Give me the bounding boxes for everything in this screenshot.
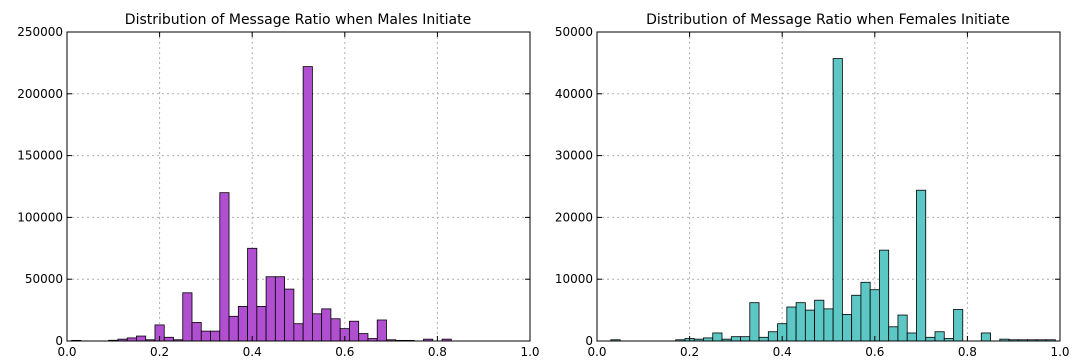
females-initiate-histogram: Distribution of Message Ratio when Femal… — [555, 12, 1070, 359]
histogram-bar — [256, 305, 267, 342]
males-initiate-histogram: Distribution of Message Ratio when Males… — [17, 12, 539, 359]
x-tick-label: 0.4 — [243, 345, 262, 359]
y-tick-label: 40000 — [555, 87, 593, 101]
histogram-bar — [869, 289, 880, 342]
x-tick-label: 0.8 — [958, 345, 977, 359]
histogram-bar — [888, 326, 899, 342]
x-tick-label: 0.4 — [773, 345, 792, 359]
histogram-bar — [293, 323, 304, 342]
x-tick-label: 0.8 — [428, 345, 447, 359]
y-tick-label: 20000 — [555, 210, 593, 224]
histogram-bar — [274, 276, 286, 342]
x-tick-label: 1.0 — [520, 345, 539, 359]
x-tick-label: 0.2 — [150, 345, 169, 359]
plot-frame — [596, 31, 1061, 342]
histogram-bar — [210, 330, 221, 342]
chart-title: Distribution of Message Ratio when Males… — [125, 12, 471, 28]
y-tick-label: 0 — [585, 334, 593, 348]
y-tick-label: 0 — [55, 334, 63, 348]
histogram-bar — [265, 276, 276, 342]
histogram-bar — [311, 313, 323, 342]
histogram-bar — [841, 314, 853, 342]
histogram-bar — [925, 336, 936, 342]
histogram-bar — [712, 332, 723, 342]
histogram-bar — [219, 192, 230, 342]
y-tick-label: 250000 — [17, 25, 63, 39]
histogram-bar — [284, 288, 295, 342]
histogram-bar — [953, 309, 964, 342]
histogram-bar — [980, 332, 991, 342]
plot-frame — [66, 31, 531, 342]
histogram-bar — [823, 308, 834, 342]
histogram-bar — [349, 320, 360, 342]
histogram-bar — [136, 335, 147, 342]
x-tick-label: 0.2 — [680, 345, 699, 359]
histogram-bar — [191, 322, 202, 342]
y-tick-label: 100000 — [17, 210, 63, 224]
histogram-bar — [795, 302, 806, 342]
histogram-bar — [758, 336, 769, 342]
histogram-bar — [934, 331, 945, 342]
x-tick-label: 0.6 — [865, 345, 884, 359]
histogram-bar — [730, 336, 741, 342]
histogram-bar — [879, 249, 890, 342]
y-tick-label: 200000 — [17, 87, 63, 101]
histogram-bar — [906, 332, 917, 342]
histogram-bar — [163, 336, 174, 342]
histogram-bar — [749, 302, 760, 342]
histogram-bar — [302, 66, 313, 342]
y-tick-label: 50000 — [555, 25, 593, 39]
histogram-bar — [916, 189, 927, 342]
histogram-bar — [182, 292, 193, 342]
x-tick-label: 0.6 — [335, 345, 354, 359]
y-tick-label: 30000 — [555, 149, 593, 163]
histogram-bar — [376, 319, 387, 342]
histogram-bar — [200, 330, 211, 342]
histogram-bar — [897, 314, 908, 342]
x-tick-label: 0.0 — [57, 345, 76, 359]
histogram-bar — [860, 281, 871, 342]
histogram-bar — [832, 58, 843, 342]
x-tick-label: 1.0 — [1050, 345, 1069, 359]
histogram-bar — [228, 315, 239, 342]
histogram-bar — [330, 318, 341, 342]
histogram-bar — [247, 247, 258, 342]
histogram-bar — [804, 309, 816, 342]
y-tick-label: 150000 — [17, 149, 63, 163]
histogram-bar — [814, 299, 825, 342]
histogram-bar — [740, 336, 751, 342]
histogram-bar — [851, 294, 862, 342]
y-tick-label: 10000 — [555, 272, 593, 286]
histogram-bar — [237, 305, 248, 342]
histogram-bar — [321, 308, 332, 342]
histogram-bar — [767, 331, 778, 342]
y-tick-label: 50000 — [25, 272, 63, 286]
chart-title: Distribution of Message Ratio when Femal… — [646, 12, 1010, 28]
x-tick-label: 0.0 — [587, 345, 606, 359]
histogram-bar — [358, 333, 369, 342]
histogram-bar — [786, 306, 797, 342]
